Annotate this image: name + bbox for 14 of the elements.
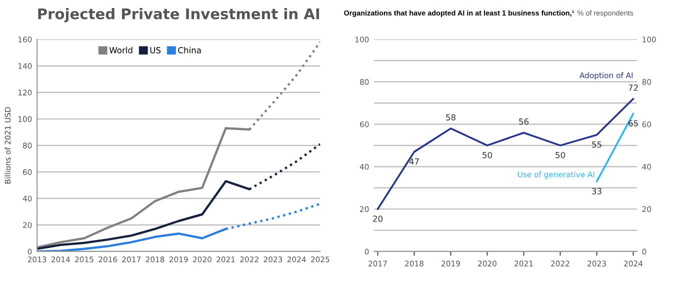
- data-label: 33: [592, 188, 602, 194]
- data-label: 55: [592, 141, 602, 148]
- data-label: 58: [446, 114, 456, 120]
- data-label: 20: [373, 216, 382, 222]
- data-label: 72: [628, 84, 638, 91]
- data-label: 50: [482, 152, 492, 158]
- legend-label: China: [178, 46, 201, 54]
- data-label: 65: [628, 120, 638, 126]
- legend-label: US: [150, 47, 161, 54]
- legend-label: World: [109, 46, 132, 54]
- data-label: 50: [556, 152, 566, 158]
- chart-title: Projected Private Investment in AI: [38, 8, 320, 22]
- data-label: 56: [519, 118, 529, 125]
- data-label: 47: [409, 158, 419, 164]
